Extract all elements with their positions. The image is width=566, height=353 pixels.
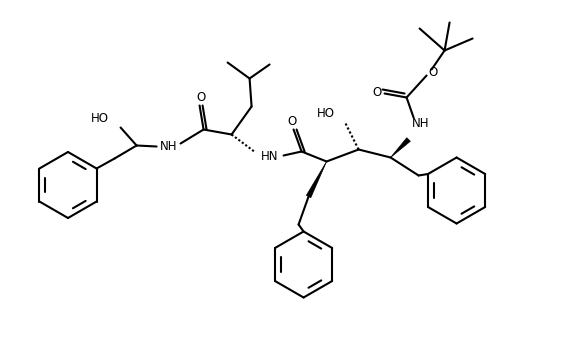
Text: O: O (196, 91, 205, 104)
Polygon shape (306, 162, 327, 198)
Polygon shape (391, 138, 410, 157)
Text: NH: NH (160, 140, 177, 153)
Text: O: O (428, 66, 437, 79)
Text: NH: NH (412, 117, 430, 130)
Text: O: O (287, 115, 296, 128)
Text: HO: HO (91, 112, 109, 125)
Text: O: O (372, 86, 381, 99)
Text: HN: HN (261, 150, 278, 163)
Text: HO: HO (316, 107, 335, 120)
